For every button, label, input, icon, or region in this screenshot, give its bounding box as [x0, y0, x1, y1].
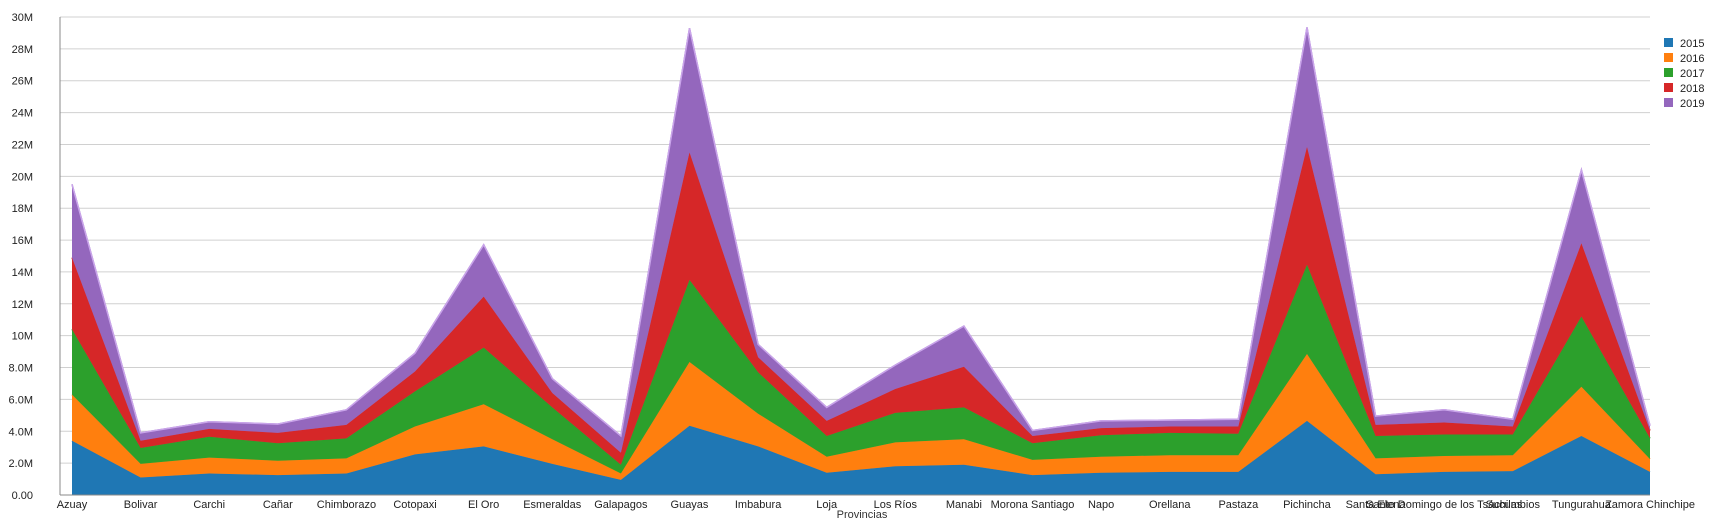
legend-item-2016[interactable]: 2016	[1664, 53, 1704, 65]
series-line-2019	[71, 27, 1651, 438]
legend-swatch	[1664, 68, 1673, 77]
y-tick-label: 2.0M	[9, 458, 33, 470]
legend-label: 2017	[1680, 68, 1704, 80]
x-tick-label: Azuay	[57, 499, 88, 511]
area-2017	[72, 264, 1650, 474]
x-tick-label: Sucumbios	[1486, 499, 1541, 511]
top-outline	[71, 27, 1651, 438]
x-tick-label: Napo	[1088, 499, 1114, 511]
x-tick-label: Zamora Chinchipe	[1605, 499, 1695, 511]
legend-item-2017[interactable]: 2017	[1664, 68, 1704, 80]
x-tick-label: Galapagos	[594, 499, 648, 511]
y-tick-label: 6.0M	[9, 394, 33, 406]
legend-item-2015[interactable]: 2015	[1664, 38, 1704, 50]
series-line-2017	[71, 262, 1651, 466]
legend-swatch	[1664, 98, 1673, 107]
x-tick-label: Carchi	[193, 499, 225, 511]
legend-label: 2018	[1680, 83, 1704, 95]
y-tick-label: 28M	[12, 44, 33, 56]
x-tick-label: Cañar	[263, 499, 293, 511]
y-tick-label: 30M	[12, 12, 33, 24]
area-2019	[72, 27, 1650, 453]
legend-item-2018[interactable]: 2018	[1664, 83, 1704, 95]
axes	[59, 17, 1650, 496]
x-tick-label: Bolivar	[124, 499, 158, 511]
legend-item-2019[interactable]: 2019	[1664, 98, 1704, 110]
y-tick-label: 8.0M	[9, 363, 33, 375]
area-2016	[72, 354, 1650, 480]
legend-label: 2015	[1680, 38, 1704, 50]
x-axis-ticks: Azuay Bolivar Carchi Cañar Chimborazo Cotopax…	[57, 499, 1695, 511]
x-tick-label: Morona Santiago	[991, 499, 1075, 511]
y-axis-ticks: 0.00 2.0M 4.0M 6.0M 8.0M 10M 12M 14M 16M 18M 20M 22…	[9, 12, 33, 502]
x-tick-label: El Oro	[468, 499, 499, 511]
grid-lines	[60, 16, 1650, 496]
y-tick-label: 10M	[12, 331, 33, 343]
area-2018	[72, 146, 1650, 465]
x-tick-label: Pichincha	[1283, 499, 1332, 511]
y-tick-label: 0.00	[12, 490, 33, 502]
x-tick-label: Cotopaxi	[393, 499, 436, 511]
x-tick-label: Pastaza	[1218, 499, 1259, 511]
y-tick-label: 26M	[12, 76, 33, 88]
x-tick-label: Santa Elena	[1346, 499, 1407, 511]
y-tick-label: 4.0M	[9, 426, 33, 438]
x-tick-label: Loja	[816, 499, 838, 511]
x-tick-label: Santo Domingo de los Tsáchilas	[1366, 499, 1523, 511]
x-axis-title: Provincias	[837, 509, 888, 521]
legend-label: 2019	[1680, 98, 1704, 110]
y-tick-label: 16M	[12, 235, 33, 247]
series-line-2018	[71, 146, 1651, 455]
y-tick-label: 18M	[12, 203, 33, 215]
y-tick-label: 22M	[12, 139, 33, 151]
y-tick-label: 12M	[12, 299, 33, 311]
legend-swatch	[1664, 83, 1673, 92]
legend-label: 2016	[1680, 53, 1704, 65]
y-tick-label: 24M	[12, 108, 33, 120]
x-tick-label: Los Ríos	[874, 499, 918, 511]
area-series	[71, 27, 1651, 495]
legend-swatch	[1664, 38, 1673, 47]
x-tick-label: Imbabura	[735, 499, 782, 511]
x-tick-label: Manabi	[946, 499, 982, 511]
x-tick-label: Esmeraldas	[523, 499, 582, 511]
area-2015	[72, 420, 1650, 495]
x-tick-label: Chimborazo	[317, 499, 376, 511]
x-tick-label: Orellana	[1149, 499, 1191, 511]
x-tick-label: Tungurahua	[1552, 499, 1612, 511]
legend[interactable]: 2015 2016 2017 2018 2019	[1664, 38, 1704, 110]
x-tick-label: Guayas	[671, 499, 709, 511]
legend-swatch	[1664, 53, 1673, 62]
y-tick-label: 14M	[12, 267, 33, 279]
y-tick-label: 20M	[12, 171, 33, 183]
